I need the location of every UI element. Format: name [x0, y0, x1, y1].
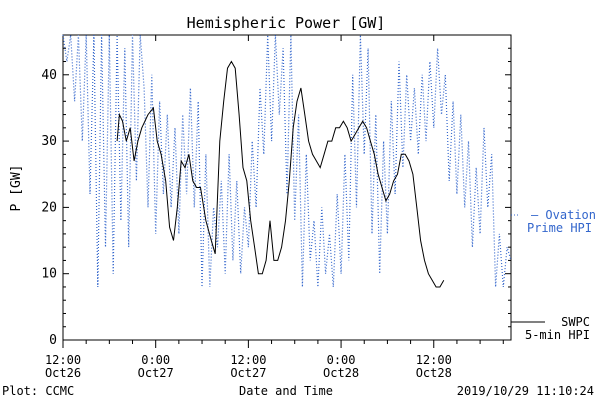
chart-title: Hemispheric Power [GW]	[187, 14, 386, 32]
x-tick-label-time: 0:00	[141, 353, 170, 367]
x-tick-label-date: Oct27	[138, 366, 174, 380]
y-axis: 0 10 20 30 40	[41, 34, 511, 348]
footer-right: 2019/10/29 11:10:24	[457, 384, 594, 398]
x-tick-label-time: 12:00	[45, 353, 81, 367]
x-tick-label-time: 0:00	[327, 353, 356, 367]
legend-swpc-label-line2: 5-min HPI	[525, 328, 590, 342]
y-tick-label: 10	[41, 267, 57, 282]
y-tick-label: 30	[41, 134, 57, 149]
legend-ovation-label: — Ovation	[531, 208, 596, 222]
x-tick-label-date: Oct27	[230, 366, 266, 380]
x-tick-label-time: 12:00	[230, 353, 266, 367]
legend-swpc-label: SWPC	[561, 315, 590, 329]
series-line-ovation-prime-hpi	[62, 34, 512, 288]
x-tick-label-date: Oct28	[416, 366, 452, 380]
y-tick-label: 40	[41, 68, 57, 83]
x-tick-label-date: Oct26	[45, 366, 81, 380]
y-axis-label: P [GW]	[9, 165, 24, 212]
series-layer	[62, 34, 512, 288]
plot-frame	[62, 34, 512, 341]
footer-left: Plot: CCMC	[2, 384, 74, 398]
x-tick-label-date: Oct28	[323, 366, 359, 380]
legend-ovation-label-line2: Prime HPI	[527, 221, 592, 235]
x-tick-label-time: 12:00	[416, 353, 452, 367]
y-tick-label: 0	[49, 333, 57, 348]
series-line-swpc-5min-hpi	[116, 60, 445, 288]
y-tick-label: 20	[41, 200, 57, 215]
x-axis-label: Date and Time	[239, 384, 333, 398]
x-axis: 12:00Oct260:00Oct2712:00Oct270:00Oct2812…	[45, 35, 504, 380]
